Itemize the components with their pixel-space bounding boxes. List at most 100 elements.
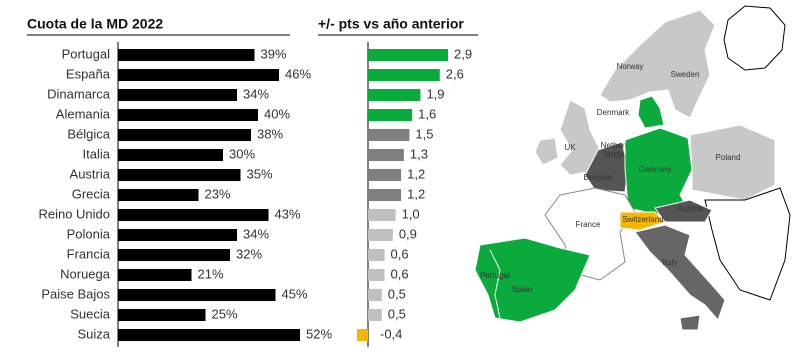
value-label: 1,5 xyxy=(415,126,433,141)
bar xyxy=(368,89,421,101)
value-label: 39% xyxy=(261,46,287,61)
value-label: 32% xyxy=(236,246,262,261)
value-label: 1,2 xyxy=(407,166,425,181)
category-label: Suiza xyxy=(77,326,110,341)
map-label: Norway xyxy=(616,62,643,71)
category-label: Grecia xyxy=(72,186,111,201)
bar xyxy=(118,129,251,141)
bar xyxy=(368,229,393,241)
category-label: Francia xyxy=(67,246,111,261)
value-label: 30% xyxy=(229,146,255,161)
value-label: 1,2 xyxy=(407,186,425,201)
category-label: Dinamarca xyxy=(47,86,111,101)
value-label: 1,6 xyxy=(418,106,436,121)
value-label: 0,5 xyxy=(388,306,406,321)
value-label: 40% xyxy=(264,106,290,121)
iberia xyxy=(474,237,591,323)
bar xyxy=(118,149,223,161)
map-label: Denmark xyxy=(597,108,630,117)
chart-title: +/- pts vs año anterior xyxy=(318,16,464,32)
value-label: 0,6 xyxy=(391,246,409,261)
category-label: Bélgica xyxy=(67,126,110,141)
bar xyxy=(118,169,241,181)
map-label: Germany xyxy=(639,165,672,174)
austria xyxy=(654,199,713,223)
switzerland xyxy=(619,211,666,231)
bar xyxy=(118,309,206,321)
value-label: 38% xyxy=(257,126,283,141)
bar xyxy=(118,229,237,241)
value-label: 45% xyxy=(282,286,308,301)
value-label: 52% xyxy=(306,326,332,341)
value-label: 43% xyxy=(275,206,301,221)
value-label: 1,3 xyxy=(410,146,428,161)
value-label: 2,6 xyxy=(446,66,464,81)
category-label: Paise Bajos xyxy=(41,286,110,301)
bar xyxy=(118,89,237,101)
value-label: 0,5 xyxy=(388,286,406,301)
bar xyxy=(118,49,255,61)
bar xyxy=(118,69,279,81)
bar xyxy=(368,269,385,281)
map-label: lands xyxy=(604,150,623,159)
map-label: Austria xyxy=(678,204,703,213)
value-label: 35% xyxy=(247,166,273,181)
bar xyxy=(356,329,368,341)
map xyxy=(474,5,791,331)
bar xyxy=(118,329,300,341)
value-label: 25% xyxy=(212,306,238,321)
chart-title: Cuota de la MD 2022 xyxy=(27,16,163,32)
value-label: 34% xyxy=(243,86,269,101)
value-label: 2,9 xyxy=(454,46,472,61)
map-label: UK xyxy=(564,143,576,152)
category-label: Portugal xyxy=(62,46,111,61)
ireland xyxy=(534,137,559,166)
bar xyxy=(118,249,230,261)
category-label: Reino Unido xyxy=(38,206,110,221)
bar xyxy=(368,69,440,81)
denmark xyxy=(637,95,665,129)
netherlands-belgium xyxy=(584,141,629,193)
bar xyxy=(368,129,410,141)
map-label: Sweden xyxy=(671,70,700,79)
bar xyxy=(368,109,413,121)
bar xyxy=(368,209,396,221)
bar xyxy=(368,249,385,261)
map-label: Poland xyxy=(716,153,741,162)
east xyxy=(704,187,791,301)
value-label: 0,6 xyxy=(391,266,409,281)
map-label: Portugal xyxy=(480,271,510,280)
value-label: 34% xyxy=(243,226,269,241)
sicily xyxy=(679,314,701,331)
map-label: Switzerland xyxy=(622,215,663,224)
value-label: 1,9 xyxy=(426,86,444,101)
value-label: 1,0 xyxy=(402,206,420,221)
bar xyxy=(368,49,449,61)
poland xyxy=(689,124,776,201)
category-label: Alemania xyxy=(56,106,111,121)
map-label: France xyxy=(576,220,601,229)
portugal-border xyxy=(489,249,501,319)
bar xyxy=(118,269,192,281)
value-label: 46% xyxy=(285,66,311,81)
value-label: 23% xyxy=(205,186,231,201)
category-label: Suecia xyxy=(70,306,111,321)
value-label: 0,9 xyxy=(399,226,417,241)
bar xyxy=(368,309,382,321)
value-label: -0,4 xyxy=(380,326,402,341)
island xyxy=(723,5,786,71)
value-label: 21% xyxy=(198,266,224,281)
bar xyxy=(118,109,258,121)
map-label: Spain xyxy=(512,285,532,294)
bar xyxy=(118,289,276,301)
category-label: Austria xyxy=(70,166,111,181)
italy xyxy=(634,224,726,321)
category-label: España xyxy=(66,66,111,81)
bar xyxy=(368,189,402,201)
bar xyxy=(368,149,404,161)
category-label: Polonia xyxy=(67,226,111,241)
category-label: Italia xyxy=(83,146,111,161)
map-label: Italy xyxy=(663,258,678,267)
category-label: Noruega xyxy=(60,266,111,281)
